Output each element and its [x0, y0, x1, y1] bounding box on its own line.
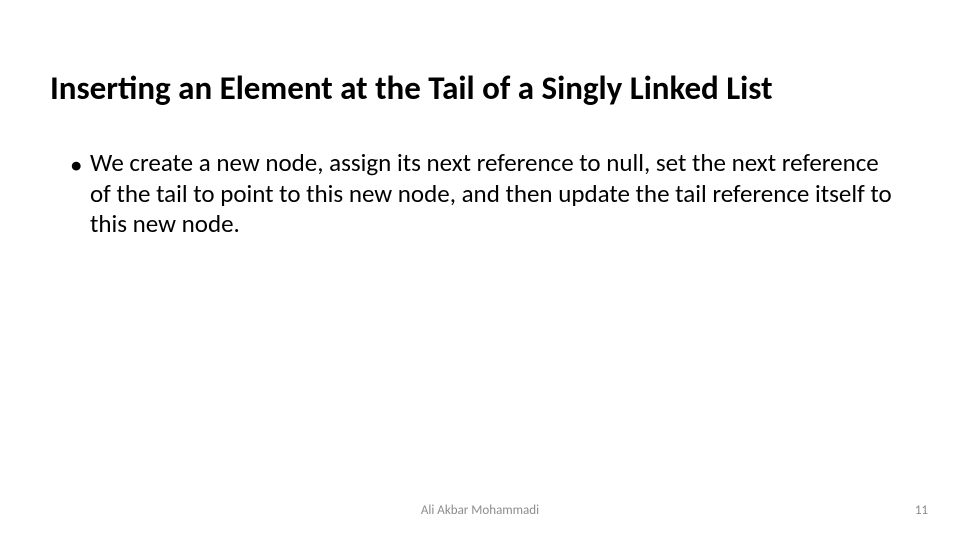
slide-title: Inserting an Element at the Tail of a Si… [50, 70, 910, 108]
slide-body: • We create a new node, assign its next … [70, 148, 900, 240]
footer-author: Ali Akbar Mohammadi [0, 503, 960, 518]
footer-page-number: 11 [915, 503, 928, 518]
bullet-text: We create a new node, assign its next re… [90, 148, 900, 240]
bullet-marker: • [70, 148, 90, 181]
slide: Inserting an Element at the Tail of a Si… [0, 0, 960, 540]
bullet-item: • We create a new node, assign its next … [70, 148, 900, 240]
